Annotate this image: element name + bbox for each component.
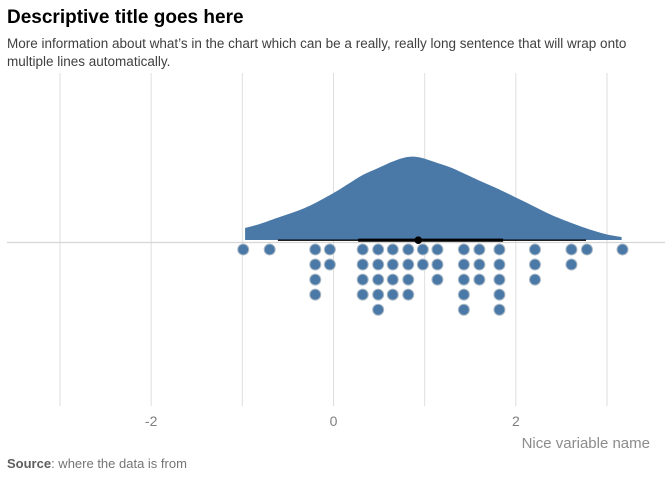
data-dot — [528, 243, 541, 256]
data-dot — [356, 273, 369, 286]
x-tick-label: 2 — [512, 413, 520, 429]
data-dot — [386, 258, 399, 271]
data-dot — [309, 243, 322, 256]
chart-title: Descriptive title goes here — [7, 7, 244, 28]
data-dot — [356, 288, 369, 301]
data-dot — [416, 243, 429, 256]
data-dot — [323, 243, 336, 256]
x-tick-label: -2 — [145, 413, 158, 429]
data-dot — [457, 258, 470, 271]
data-dot — [431, 258, 444, 271]
data-dot — [372, 303, 385, 316]
data-dot — [457, 243, 470, 256]
data-dot — [372, 243, 385, 256]
data-dot — [386, 243, 399, 256]
data-dot — [493, 243, 506, 256]
data-dot — [616, 243, 629, 256]
data-dot — [493, 258, 506, 271]
data-dot — [372, 288, 385, 301]
data-dot — [386, 288, 399, 301]
data-dot — [473, 273, 486, 286]
data-dot — [309, 288, 322, 301]
data-dot — [402, 288, 415, 301]
data-dot — [386, 273, 399, 286]
data-dot — [416, 258, 429, 271]
data-dot — [473, 258, 486, 271]
data-dot — [565, 243, 578, 256]
x-axis-title: Nice variable name — [521, 435, 650, 452]
density-area — [245, 156, 622, 240]
data-dot — [402, 273, 415, 286]
data-dot — [493, 273, 506, 286]
data-dot — [402, 258, 415, 271]
data-dot — [323, 258, 336, 271]
chart-subtitle: More information about what’s in the cha… — [7, 36, 627, 69]
data-dot — [473, 243, 486, 256]
data-dot — [431, 243, 444, 256]
source-label: Source — [7, 456, 52, 471]
data-dot — [580, 243, 593, 256]
data-dot — [309, 258, 322, 271]
data-dot — [528, 273, 541, 286]
data-dot — [457, 303, 470, 316]
data-dot — [457, 288, 470, 301]
x-tick-label: 0 — [330, 413, 338, 429]
data-dot — [372, 258, 385, 271]
data-dot — [493, 303, 506, 316]
data-dot — [565, 258, 578, 271]
source-text: : where the data is from — [51, 456, 187, 471]
data-dot — [356, 258, 369, 271]
data-dot — [431, 273, 444, 286]
data-dot — [402, 243, 415, 256]
data-dot — [493, 288, 506, 301]
data-dot — [309, 273, 322, 286]
data-dot — [263, 243, 276, 256]
data-dot — [372, 273, 385, 286]
data-dot — [237, 243, 250, 256]
source-line: Source: where the data is from — [7, 456, 187, 471]
data-dot — [528, 258, 541, 271]
data-dot — [457, 273, 470, 286]
median-dot — [414, 236, 423, 244]
data-dot — [356, 243, 369, 256]
